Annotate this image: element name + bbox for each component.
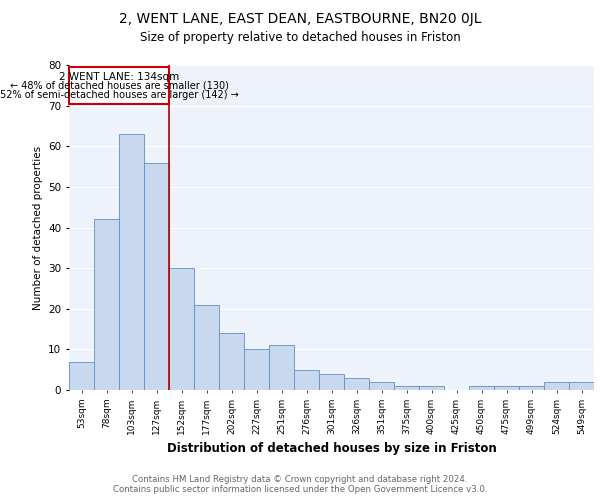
Bar [69,67,169,104]
Bar [469,386,494,390]
Bar [344,378,369,390]
Bar [269,346,294,390]
Bar [394,386,419,390]
Bar [419,386,444,390]
Text: Size of property relative to detached houses in Friston: Size of property relative to detached ho… [140,31,460,44]
Bar [519,386,544,390]
Text: 52% of semi-detached houses are larger (142) →: 52% of semi-detached houses are larger (… [0,90,238,100]
Text: 2 WENT LANE: 134sqm: 2 WENT LANE: 134sqm [59,72,179,83]
Bar [94,220,119,390]
Bar [494,386,519,390]
Bar [169,268,194,390]
Bar [294,370,319,390]
Text: 2, WENT LANE, EAST DEAN, EASTBOURNE, BN20 0JL: 2, WENT LANE, EAST DEAN, EASTBOURNE, BN2… [119,12,481,26]
Bar [544,382,569,390]
Bar [194,304,219,390]
X-axis label: Distribution of detached houses by size in Friston: Distribution of detached houses by size … [167,442,496,456]
Bar [69,362,94,390]
Bar [319,374,344,390]
Bar [144,162,169,390]
Y-axis label: Number of detached properties: Number of detached properties [32,146,43,310]
Bar [219,333,244,390]
Bar [369,382,394,390]
Bar [244,350,269,390]
Bar [569,382,594,390]
Text: Contains HM Land Registry data © Crown copyright and database right 2024.
Contai: Contains HM Land Registry data © Crown c… [113,474,487,494]
Text: ← 48% of detached houses are smaller (130): ← 48% of detached houses are smaller (13… [10,80,229,90]
Bar [119,134,144,390]
